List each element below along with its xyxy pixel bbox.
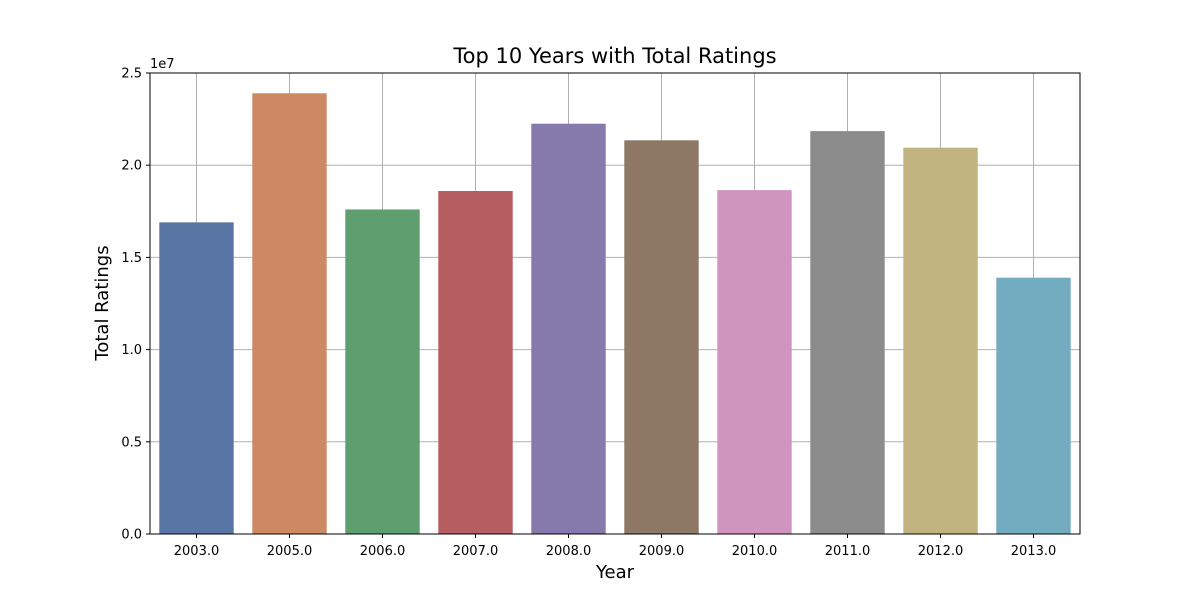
x-tick-label: 2012.0: [918, 544, 964, 559]
x-tick-label: 2003.0: [174, 544, 220, 559]
x-tick-label: 2006.0: [360, 544, 406, 559]
y-tick-label: 1.0: [121, 343, 142, 358]
y-tick-label: 2.0: [121, 159, 142, 174]
x-tick-label: 2013.0: [1011, 544, 1057, 559]
bar: [438, 191, 513, 535]
x-axis-label: Year: [595, 562, 635, 583]
x-tick-label: 2008.0: [546, 544, 592, 559]
x-tick-label: 2010.0: [732, 544, 778, 559]
x-tick-label: 2005.0: [267, 544, 313, 559]
bars: [159, 93, 1071, 535]
bar: [345, 209, 420, 534]
plot-frame: [149, 72, 1081, 535]
bar: [531, 123, 606, 535]
bar: [252, 93, 327, 534]
x-tick-label: 2009.0: [639, 544, 685, 559]
y-tick-label: 0.0: [121, 528, 142, 543]
y-axis-ticks: 0.0 0.5 1.0 1.5 2.0 2.5: [121, 67, 150, 543]
y-tick-label: 0.5: [121, 435, 142, 450]
bar: [159, 222, 234, 534]
bar: [996, 277, 1071, 534]
x-axis-ticks: 2003.0 2005.0 2006.0 2007.0 2008.0 2009.0 2010…: [174, 534, 1057, 559]
y-axis-label: Total Ratings: [92, 245, 113, 361]
x-tick-label: 2007.0: [453, 544, 499, 559]
bar: [717, 190, 792, 534]
bar: [903, 147, 978, 534]
bar: [624, 140, 699, 534]
y-tick-label: 2.5: [121, 67, 142, 82]
bar: [810, 131, 885, 534]
y-offset-label: 1e7: [150, 57, 175, 72]
x-tick-label: 2011.0: [825, 544, 871, 559]
chart-title: Top 10 Years with Total Ratings: [452, 44, 776, 68]
y-tick-label: 1.5: [121, 251, 142, 266]
